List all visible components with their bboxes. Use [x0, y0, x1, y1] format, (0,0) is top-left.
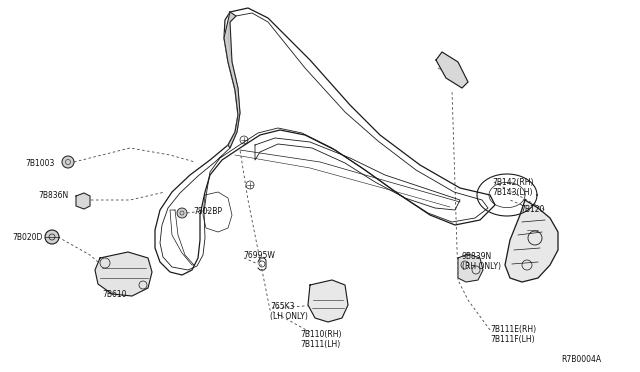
Polygon shape [95, 252, 152, 296]
Circle shape [45, 230, 59, 244]
Circle shape [177, 208, 187, 218]
Text: R7B0004A: R7B0004A [561, 356, 601, 365]
Polygon shape [308, 280, 348, 322]
Text: 7B120: 7B120 [520, 205, 545, 215]
Text: 7B110(RH)
7B111(LH): 7B110(RH) 7B111(LH) [300, 330, 342, 349]
Text: 7B142(RH)
7B143(LH): 7B142(RH) 7B143(LH) [492, 178, 534, 198]
Text: 7B610: 7B610 [102, 290, 127, 299]
Text: 9B839N
(RH ONLY): 9B839N (RH ONLY) [462, 252, 501, 272]
Text: 76995W: 76995W [243, 250, 275, 260]
Text: 7B836N: 7B836N [38, 192, 68, 201]
Polygon shape [505, 200, 558, 282]
Text: 7B020D: 7B020D [12, 234, 42, 243]
Text: 7B1003: 7B1003 [25, 158, 54, 167]
Text: 765K3
(LH ONLY): 765K3 (LH ONLY) [270, 302, 308, 321]
Text: 7B111E(RH)
7B111F(LH): 7B111E(RH) 7B111F(LH) [490, 325, 536, 344]
Circle shape [62, 156, 74, 168]
Polygon shape [224, 12, 240, 148]
Polygon shape [436, 52, 468, 88]
Polygon shape [76, 193, 90, 209]
Text: 7802BP: 7802BP [193, 208, 222, 217]
Polygon shape [458, 254, 483, 282]
